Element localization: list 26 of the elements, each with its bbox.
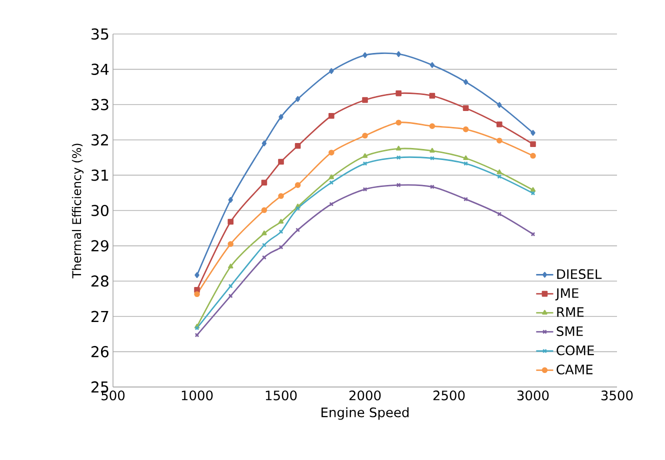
x-tick-label: 1500	[266, 390, 297, 400]
x-tick-label: 3500	[601, 390, 633, 400]
x-tick-label: 2000	[349, 390, 381, 400]
x-tick-label: 2500	[433, 390, 465, 400]
x-tick-label: 3000	[517, 390, 549, 400]
y-tick-label: 27	[91, 310, 108, 322]
y-tick-label: 25	[91, 381, 108, 393]
legend-label: JME	[555, 288, 578, 300]
y-tick-label: 33	[92, 98, 108, 110]
y-tick-label: 26	[91, 346, 109, 358]
legend-label: SME	[556, 326, 583, 336]
y-tick-label: 31	[92, 170, 108, 181]
legend-label: CAME	[556, 364, 593, 374]
y-tick-label: 32	[92, 134, 108, 146]
x-tick-label: 500	[102, 390, 125, 400]
y-tick-label: 34	[92, 64, 109, 75]
legend-label: DIESEL	[557, 269, 602, 280]
legend-label: COME	[556, 345, 594, 356]
legend-label: RME	[557, 307, 584, 317]
x-tick-label: 1000	[182, 390, 213, 400]
y-tick-label: 30	[92, 204, 108, 216]
y-axis-title: Thermal Efficiency (%)	[72, 144, 84, 278]
y-tick-label: 35	[92, 28, 108, 40]
y-tick-label: 29	[91, 240, 108, 252]
x-axis-title: Engine Speed	[322, 407, 409, 420]
y-tick-label: 28	[91, 275, 108, 287]
